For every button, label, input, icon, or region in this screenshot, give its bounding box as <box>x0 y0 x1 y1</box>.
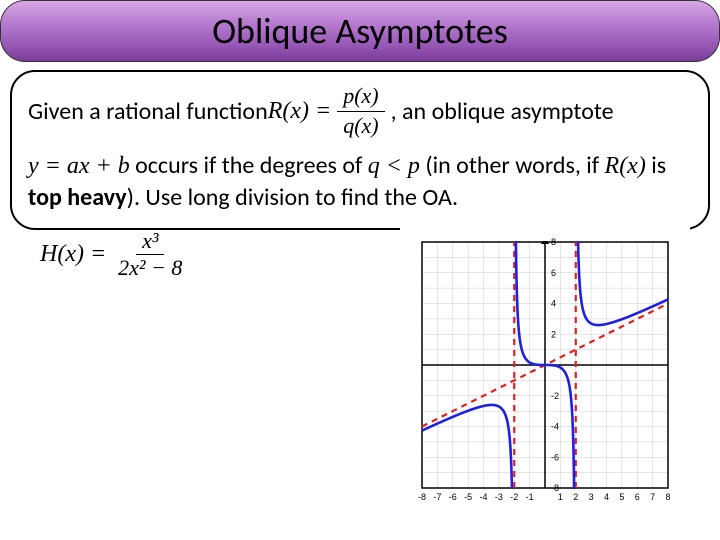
svg-text:-4: -4 <box>479 492 487 502</box>
text-oblique: , an oblique asymptote <box>391 96 614 127</box>
eq-yaxb: y = ax + b <box>28 153 130 179</box>
example-denominator: 2x² − 8 <box>112 255 188 281</box>
example-formula: H(x) = x³ 2x² − 8 <box>40 228 194 281</box>
svg-text:-1: -1 <box>526 492 534 502</box>
text-topheavy: top heavy <box>28 183 127 212</box>
svg-text:7: 7 <box>650 492 655 502</box>
definition-line1: Given a rational function R(x) = p(x) q(… <box>28 82 692 140</box>
func-lhs: R(x) = <box>268 96 332 127</box>
title-banner: Oblique Asymptotes <box>0 0 720 62</box>
page-title: Oblique Asymptotes <box>212 9 508 53</box>
svg-text:6: 6 <box>635 492 640 502</box>
definition-line2: y = ax + b occurs if the degrees of q < … <box>28 150 692 213</box>
svg-text:-6: -6 <box>551 452 559 462</box>
definition-box: Given a rational function R(x) = p(x) q(… <box>10 70 710 230</box>
svg-text:-3: -3 <box>495 492 503 502</box>
svg-text:8: 8 <box>665 492 670 502</box>
example-numerator: x³ <box>136 228 164 255</box>
func-fraction: p(x) q(x) <box>337 82 384 140</box>
svg-text:3: 3 <box>589 492 594 502</box>
text-is: is <box>646 151 666 180</box>
svg-text:2: 2 <box>551 329 556 339</box>
svg-text:8: 8 <box>551 237 556 247</box>
svg-text:-2: -2 <box>551 391 559 401</box>
svg-text:-4: -4 <box>551 422 559 432</box>
svg-text:-6: -6 <box>449 492 457 502</box>
text-longdiv: ). Use long division to find the OA. <box>127 183 458 212</box>
svg-text:-8: -8 <box>551 483 559 493</box>
eq-rx: R(x) <box>605 153 646 179</box>
example-fraction: x³ 2x² − 8 <box>112 228 188 281</box>
svg-text:-8: -8 <box>418 492 426 502</box>
example-lhs: H(x) = <box>40 241 106 268</box>
func-numerator: p(x) <box>337 82 384 112</box>
text-given: Given a rational function <box>28 96 268 127</box>
svg-text:4: 4 <box>551 299 556 309</box>
svg-text:6: 6 <box>551 268 556 278</box>
svg-text:-2: -2 <box>510 492 518 502</box>
graph-svg: -8-7-6-5-4-3-2-1123456782468-2-4-6-8 <box>400 220 690 510</box>
svg-text:4: 4 <box>604 492 609 502</box>
eq-qp: q < p <box>368 153 420 179</box>
svg-text:2: 2 <box>573 492 578 502</box>
text-inother: (in other words, if <box>420 151 605 180</box>
svg-text:-5: -5 <box>464 492 472 502</box>
graph: -8-7-6-5-4-3-2-1123456782468-2-4-6-8 <box>400 220 690 510</box>
svg-text:1: 1 <box>558 492 563 502</box>
svg-text:5: 5 <box>619 492 624 502</box>
func-denominator: q(x) <box>337 112 384 141</box>
text-occurs: occurs if the degrees of <box>130 151 368 180</box>
svg-text:-7: -7 <box>433 492 441 502</box>
